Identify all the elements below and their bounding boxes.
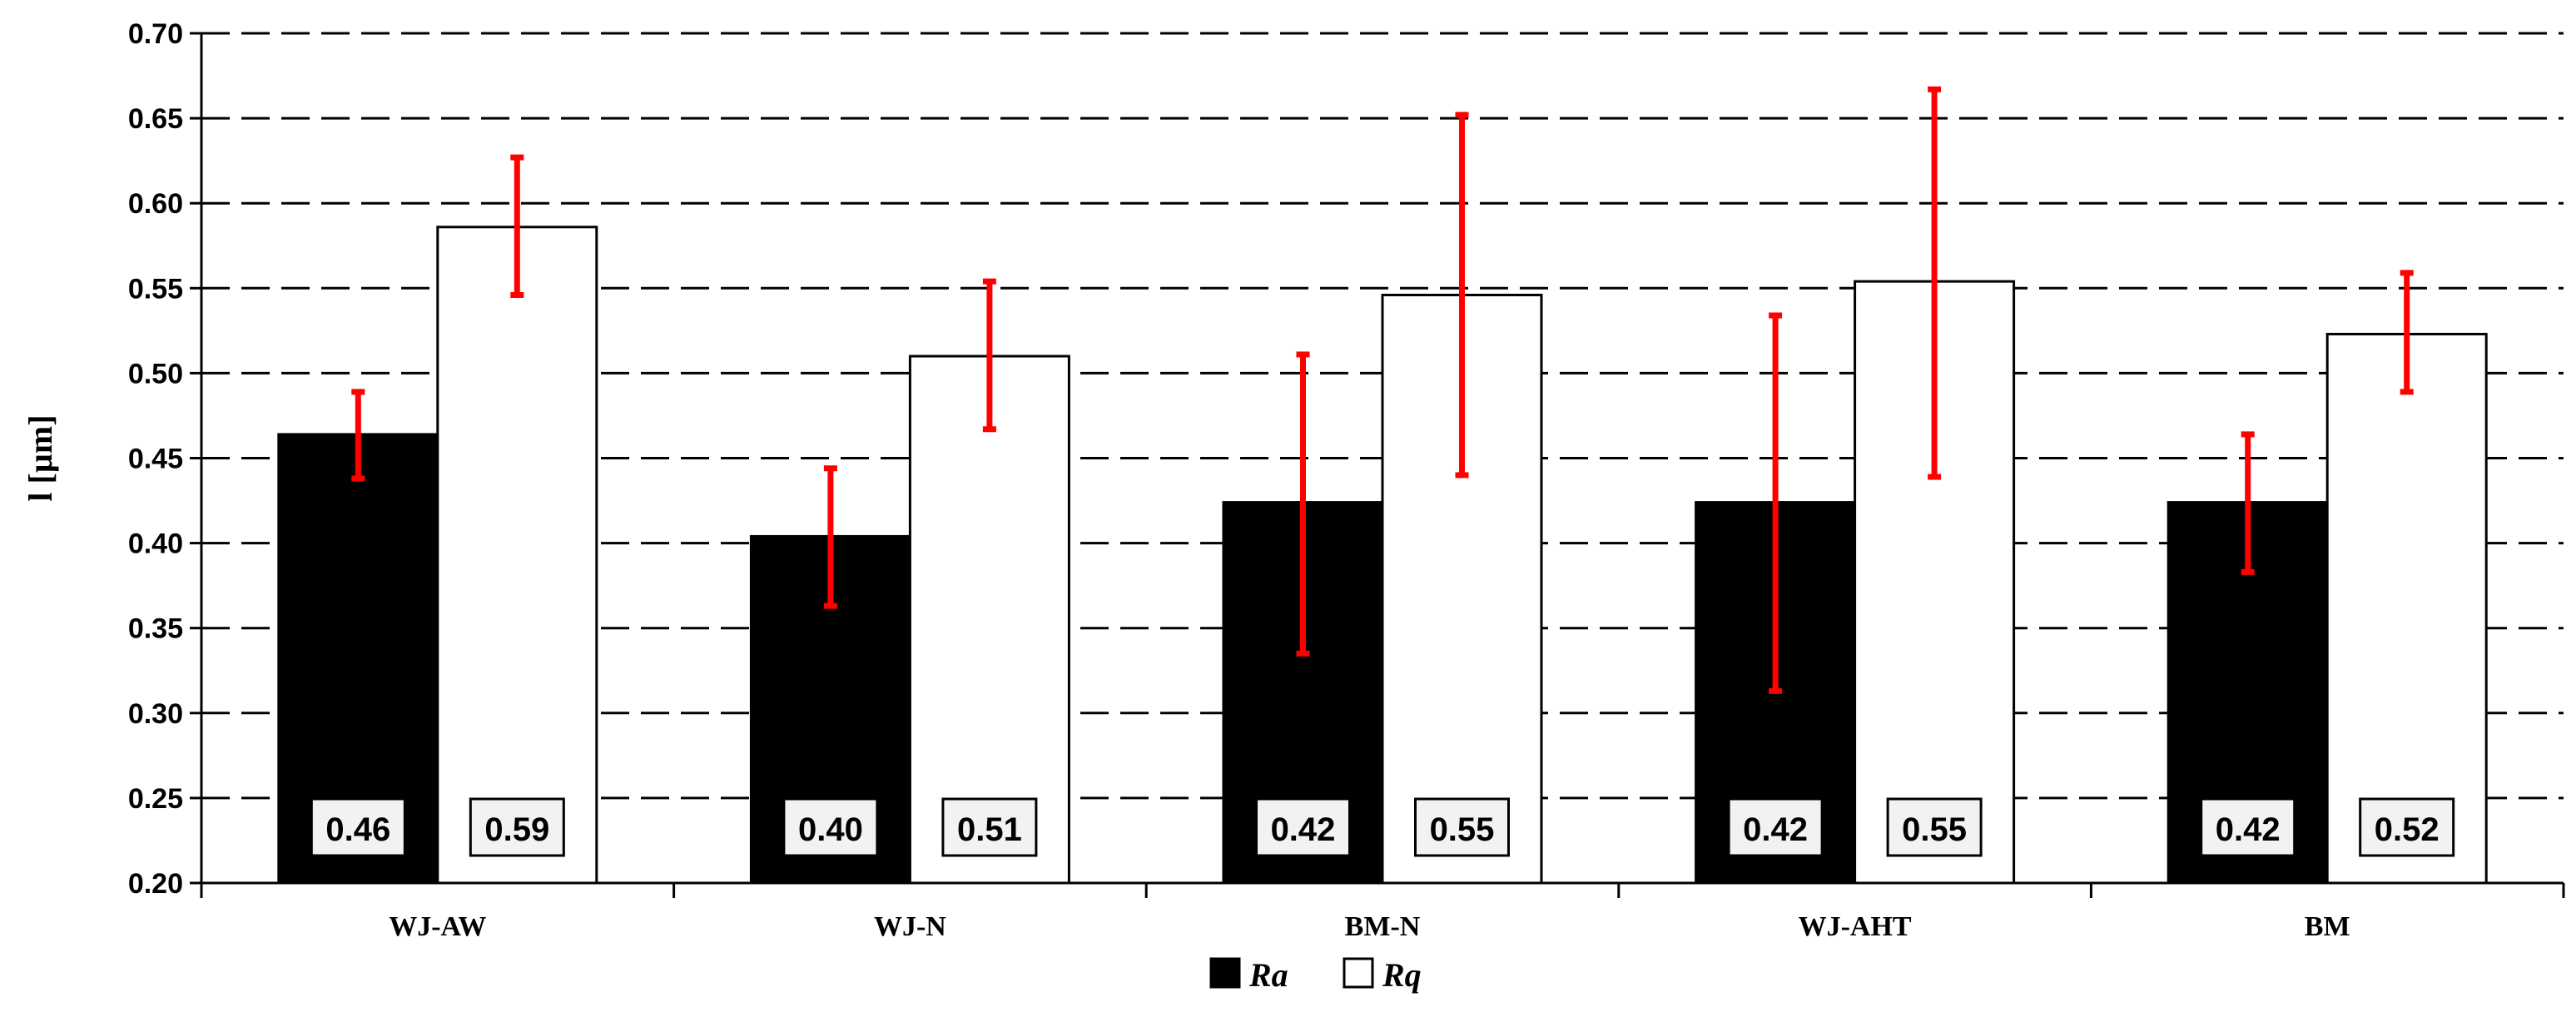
legend-label-ra: Ra (1248, 956, 1288, 994)
value-label-box (310, 797, 406, 857)
value-label-box (782, 797, 879, 857)
y-tick-label: 0.50 (128, 358, 183, 389)
x-tick-label: BM-N (1345, 911, 1421, 942)
bar-rq-wj-aw (436, 226, 598, 885)
value-label-box (1727, 797, 1824, 857)
y-axis-label: l [µm] (22, 414, 59, 501)
y-tick-label: 0.35 (128, 613, 183, 645)
value-label-box (2200, 797, 2296, 857)
y-tick-label: 0.65 (128, 103, 183, 135)
value-label: 0.42 (2216, 811, 2281, 848)
bar-rq-bm (2325, 332, 2488, 885)
value-label: 0.55 (1430, 811, 1495, 848)
legend-swatch-rq (1343, 957, 1374, 989)
y-tick-label: 0.40 (128, 528, 183, 560)
value-label: 0.40 (798, 811, 863, 848)
value-label-box (2359, 797, 2455, 857)
y-tick-label: 0.30 (128, 698, 183, 730)
value-label: 0.52 (2375, 811, 2440, 848)
value-label: 0.46 (325, 811, 390, 848)
legend-swatch-ra (1209, 957, 1241, 989)
bar-rq-wj-n (908, 355, 1070, 885)
value-label-box (1886, 797, 1983, 857)
value-label: 0.42 (1743, 811, 1808, 848)
y-tick-label: 0.70 (128, 18, 183, 50)
y-tick-label: 0.55 (128, 273, 183, 305)
y-tick-label: 0.25 (128, 783, 183, 815)
value-label-box (469, 797, 565, 857)
value-label: 0.55 (1902, 811, 1967, 848)
value-label-box (941, 797, 1038, 857)
y-tick-label: 0.20 (128, 868, 183, 900)
x-tick-label: BM (2305, 911, 2350, 942)
x-tick-label: WJ-AW (389, 911, 486, 942)
value-label: 0.51 (957, 811, 1022, 848)
x-tick-label: WJ-AHT (1799, 911, 1912, 942)
y-tick-label: 0.45 (128, 444, 183, 475)
value-label: 0.59 (484, 811, 549, 848)
value-label-box (1255, 797, 1351, 857)
x-tick-label: WJ-N (874, 911, 946, 942)
value-label-box (1414, 797, 1510, 857)
value-label: 0.42 (1271, 811, 1336, 848)
y-tick-label: 0.60 (128, 188, 183, 220)
legend-label-rq: Rq (1382, 956, 1422, 994)
